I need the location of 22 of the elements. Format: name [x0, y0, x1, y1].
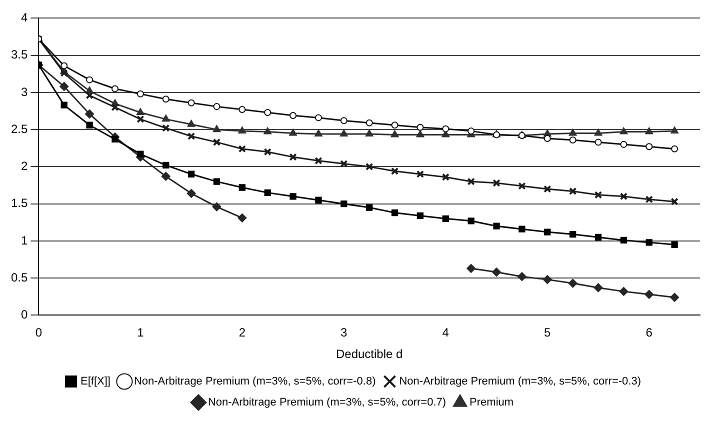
- legend-label: Non-Arbitrage Premium (m=3%, s=5%, corr=0.7): [208, 396, 446, 409]
- legend-label: E[f[X]]: [80, 376, 110, 388]
- x-tick-label: 1: [137, 326, 144, 340]
- y-tick-label: 3.5: [10, 48, 28, 62]
- y-tick-label: 4: [20, 10, 28, 25]
- y-tick-label: 0: [20, 308, 28, 322]
- x-tick-label: 3: [340, 326, 348, 340]
- x-tick-label: 0: [35, 326, 42, 340]
- x-tick-label: 4: [442, 326, 450, 340]
- x-tick-label: 6: [646, 326, 653, 340]
- y-tick-label: 0.5: [10, 270, 28, 284]
- legend-label: Non-Arbitrage Premium (m=3%, s=5%, corr=-0.8): [134, 376, 376, 388]
- legend-label: Premium: [470, 396, 514, 409]
- x-axis-title: Deductible d: [336, 347, 403, 362]
- x-tick-label: 2: [238, 326, 246, 340]
- legend-label: Non-Arbitrage Premium (m=3%, s=5%, corr=-0.3): [399, 376, 642, 388]
- y-tick-label: 2.5: [10, 122, 28, 136]
- y-tick-label: 2: [20, 159, 28, 174]
- y-tick-label: 1.5: [10, 196, 28, 210]
- y-tick-label: 1: [20, 233, 28, 248]
- y-tick-label: 3: [20, 84, 28, 99]
- x-tick-label: 5: [544, 326, 552, 340]
